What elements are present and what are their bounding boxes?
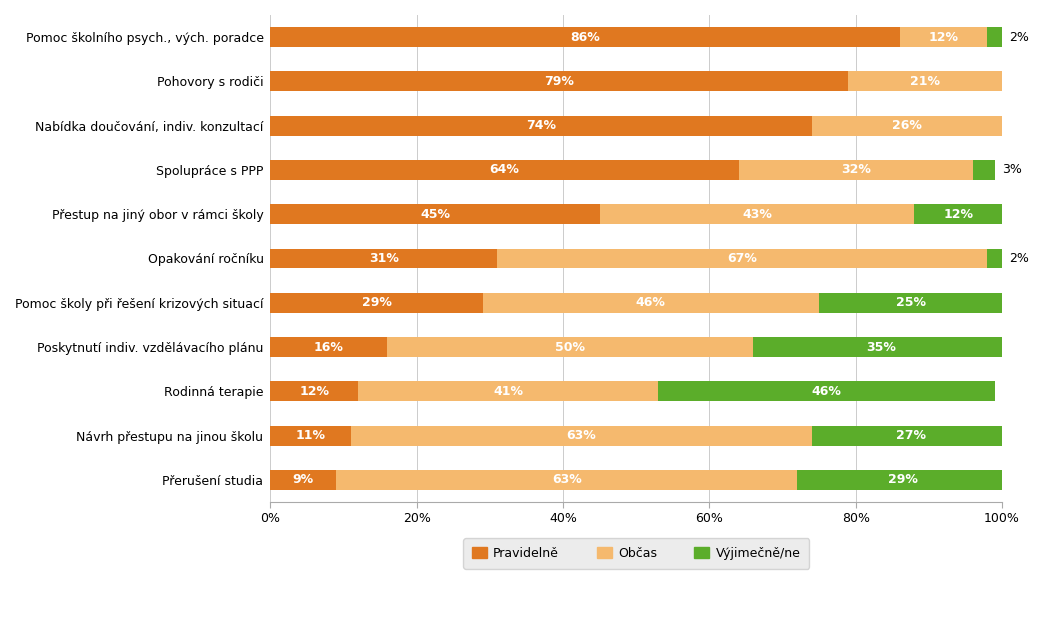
- Text: 43%: 43%: [742, 208, 772, 221]
- Bar: [988, 248, 1002, 268]
- Text: 67%: 67%: [727, 252, 758, 265]
- Bar: [271, 426, 351, 446]
- Text: 21%: 21%: [910, 75, 941, 88]
- Bar: [271, 293, 483, 313]
- Bar: [271, 160, 739, 180]
- Text: 27%: 27%: [896, 429, 926, 442]
- Bar: [914, 204, 1002, 224]
- Bar: [336, 470, 797, 490]
- Text: 79%: 79%: [544, 75, 575, 88]
- Bar: [271, 381, 358, 401]
- Text: 86%: 86%: [571, 31, 600, 44]
- Text: 29%: 29%: [888, 473, 919, 487]
- Bar: [739, 160, 973, 180]
- Bar: [849, 71, 1002, 92]
- Text: 3%: 3%: [1002, 164, 1022, 176]
- Text: 2%: 2%: [1009, 252, 1029, 265]
- Text: 2%: 2%: [1009, 31, 1029, 44]
- Text: 12%: 12%: [299, 385, 329, 398]
- Bar: [351, 426, 812, 446]
- Text: 35%: 35%: [866, 340, 897, 354]
- Bar: [900, 27, 988, 47]
- Bar: [812, 116, 1002, 135]
- Bar: [497, 248, 988, 268]
- Text: 26%: 26%: [892, 119, 922, 132]
- Text: 12%: 12%: [944, 208, 973, 221]
- Bar: [600, 204, 914, 224]
- Bar: [358, 381, 658, 401]
- Bar: [973, 160, 995, 180]
- Bar: [271, 27, 900, 47]
- Text: 74%: 74%: [526, 119, 556, 132]
- Bar: [271, 337, 388, 357]
- Bar: [271, 248, 497, 268]
- Bar: [988, 27, 1002, 47]
- Text: 63%: 63%: [552, 473, 582, 487]
- Bar: [388, 337, 753, 357]
- Text: 64%: 64%: [490, 164, 519, 176]
- Text: 45%: 45%: [420, 208, 450, 221]
- Bar: [483, 293, 819, 313]
- Bar: [658, 381, 995, 401]
- Bar: [812, 426, 1009, 446]
- Bar: [271, 71, 849, 92]
- Bar: [797, 470, 1009, 490]
- Text: 11%: 11%: [296, 429, 326, 442]
- Text: 25%: 25%: [896, 296, 926, 309]
- Bar: [753, 337, 1009, 357]
- Text: 63%: 63%: [566, 429, 597, 442]
- Text: 29%: 29%: [362, 296, 392, 309]
- Text: 41%: 41%: [493, 385, 524, 398]
- Bar: [819, 293, 1002, 313]
- Bar: [271, 204, 600, 224]
- Text: 46%: 46%: [636, 296, 666, 309]
- Text: 50%: 50%: [555, 340, 585, 354]
- Text: 12%: 12%: [929, 31, 958, 44]
- Bar: [271, 470, 336, 490]
- Text: 9%: 9%: [293, 473, 314, 487]
- Text: 46%: 46%: [812, 385, 841, 398]
- Text: 32%: 32%: [841, 164, 870, 176]
- Bar: [271, 116, 812, 135]
- Text: 31%: 31%: [369, 252, 399, 265]
- Text: 16%: 16%: [315, 340, 344, 354]
- Legend: Pravidelně, Občas, Výjimečně/ne: Pravidelně, Občas, Výjimečně/ne: [463, 538, 809, 569]
